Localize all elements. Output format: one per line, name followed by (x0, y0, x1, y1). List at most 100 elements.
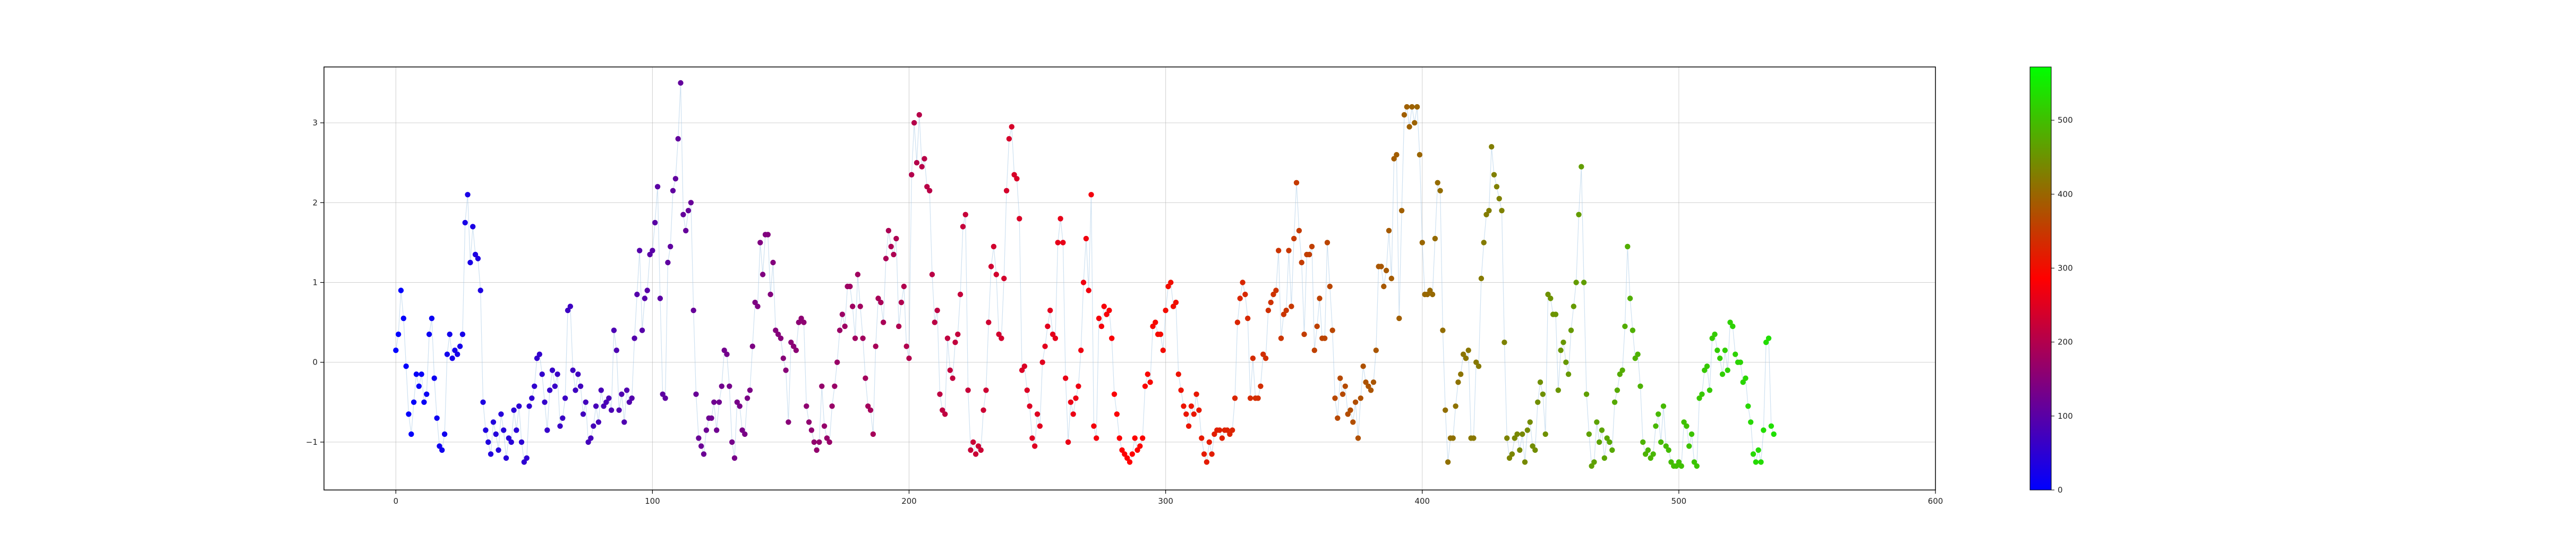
data-point (811, 439, 817, 445)
data-point (1047, 307, 1053, 314)
data-point (942, 411, 948, 417)
data-point (1599, 427, 1605, 433)
data-point (616, 407, 622, 413)
data-point (1057, 216, 1063, 222)
data-point (786, 419, 791, 425)
data-point (929, 272, 935, 277)
x-axis: 0 100 200 300 400 500 600 (394, 490, 1943, 506)
data-point (431, 375, 437, 381)
data-point (1242, 291, 1248, 298)
data-point (1542, 431, 1548, 437)
data-point (1765, 335, 1772, 341)
data-point (739, 427, 745, 433)
data-point (1388, 275, 1394, 282)
colorbar-tick-label: 500 (2058, 115, 2073, 125)
data-point (1743, 375, 1748, 381)
data-point (503, 455, 509, 461)
data-point (652, 219, 658, 226)
data-point (693, 391, 699, 397)
data-point (944, 335, 951, 341)
data-point (909, 172, 915, 177)
data-point (526, 403, 532, 409)
data-point (606, 395, 612, 401)
data-point (808, 427, 815, 433)
data-point (1381, 283, 1387, 290)
data-point (790, 343, 797, 349)
data-point (644, 288, 650, 293)
data-point (1619, 367, 1625, 373)
data-point (1417, 152, 1423, 158)
data-point (788, 340, 794, 345)
data-point (1153, 319, 1158, 325)
data-point (654, 184, 661, 190)
data-point (395, 331, 402, 337)
data-point (850, 303, 856, 309)
data-point (839, 311, 846, 317)
data-point (626, 399, 633, 405)
data-point (1625, 243, 1631, 250)
data-point (1145, 371, 1150, 377)
data-point (1727, 319, 1733, 325)
data-point (1443, 407, 1448, 413)
x-tick-label: 0 (394, 496, 399, 506)
data-point (601, 403, 607, 409)
data-point (424, 391, 430, 397)
data-point (744, 395, 750, 401)
data-point (621, 419, 627, 425)
data-point (1278, 335, 1284, 341)
data-point (595, 419, 602, 425)
data-point (1673, 463, 1679, 469)
data-point (1273, 288, 1279, 293)
data-point (742, 431, 748, 437)
data-point (611, 327, 617, 333)
data-point (1517, 447, 1523, 453)
data-point (398, 288, 404, 293)
data-point (488, 451, 494, 457)
data-point (1129, 451, 1135, 457)
data-point (496, 447, 501, 453)
data-point (783, 367, 789, 373)
data-point (447, 331, 453, 337)
data-point (1768, 423, 1774, 429)
data-point (834, 359, 840, 365)
data-point (441, 431, 448, 437)
data-point (1404, 104, 1410, 110)
data-point (773, 327, 779, 333)
data-point (449, 356, 455, 361)
data-point (678, 80, 684, 86)
data-point (1535, 399, 1541, 405)
data-point (1232, 395, 1238, 401)
data-point (1394, 152, 1400, 158)
data-point (1368, 387, 1374, 393)
data-point (798, 315, 804, 322)
data-point (1276, 248, 1282, 253)
data-point (924, 184, 930, 190)
data-point (1224, 427, 1230, 433)
data-point (770, 259, 776, 266)
data-point (1216, 427, 1223, 433)
data-point (534, 356, 540, 361)
data-point (696, 435, 702, 441)
data-point (1758, 459, 1764, 465)
data-point (1755, 447, 1761, 453)
data-point (1078, 348, 1084, 353)
data-point (1163, 307, 1168, 314)
data-point (1358, 395, 1363, 401)
data-point (1135, 447, 1140, 453)
data-point (999, 335, 1004, 341)
data-point (506, 435, 511, 441)
data-point (1175, 371, 1181, 377)
data-point (1291, 235, 1297, 242)
data-point (1073, 395, 1079, 401)
y-tick-label: −1 (306, 437, 318, 447)
data-point (852, 335, 858, 341)
data-point (983, 387, 989, 393)
data-point (439, 447, 445, 453)
data-point (1301, 331, 1307, 337)
data-point (490, 419, 497, 425)
data-point (1483, 212, 1489, 217)
colorbar-axis: 0 100 200 300 400 500 (2051, 115, 2073, 495)
data-point (1063, 375, 1069, 381)
data-point (1491, 172, 1497, 177)
data-point (1450, 435, 1456, 441)
